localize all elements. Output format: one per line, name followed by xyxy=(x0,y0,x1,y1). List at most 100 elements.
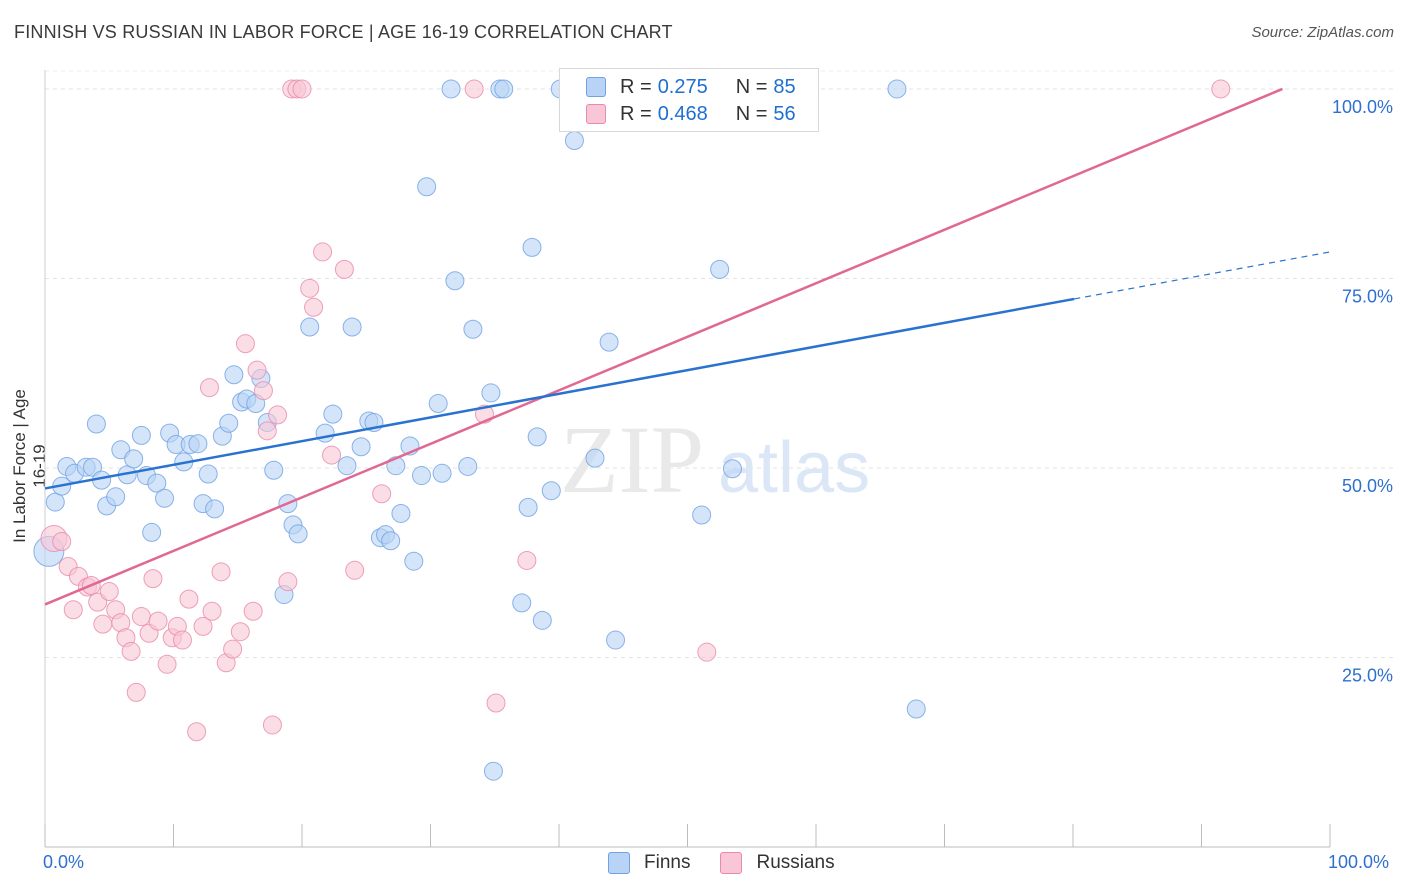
finns-point xyxy=(337,456,357,476)
finns-point xyxy=(351,437,371,457)
finns-point xyxy=(458,456,478,476)
russians-point xyxy=(257,421,277,441)
legend-item-finns[interactable]: Finns xyxy=(608,852,690,874)
finns-point xyxy=(188,434,208,454)
finns-n-label: N = xyxy=(735,75,768,98)
watermark-zip: ZIP xyxy=(560,406,704,513)
russians-point xyxy=(243,601,263,621)
source-label: Source: ZipAtlas.com xyxy=(1251,24,1394,41)
russians-point xyxy=(697,642,717,662)
finns-point xyxy=(532,610,552,630)
finns-point xyxy=(887,79,907,99)
russians-n-label: N = xyxy=(735,102,768,125)
finns-point xyxy=(86,414,106,434)
russians-point xyxy=(334,259,354,279)
finns-point xyxy=(106,487,126,507)
finns-legend-label: Finns xyxy=(644,852,691,873)
finns-point xyxy=(417,177,437,197)
russians-n-value: 56 xyxy=(773,102,796,125)
russians-point xyxy=(372,484,392,504)
russians-point xyxy=(322,445,342,465)
finns-point xyxy=(483,761,503,781)
finns-point xyxy=(710,259,730,279)
russians-legend-label: Russians xyxy=(756,852,835,873)
russians-point xyxy=(172,630,192,650)
finns-point xyxy=(147,473,167,493)
finns-trend-line xyxy=(44,297,1075,490)
russians-point xyxy=(464,79,484,99)
finns-point xyxy=(315,423,335,443)
russians-point xyxy=(193,616,213,636)
finns-trend-extension xyxy=(1074,251,1331,300)
finns-point xyxy=(481,383,501,403)
finns-point xyxy=(219,413,239,433)
russians-point xyxy=(247,360,267,380)
russians-point xyxy=(63,600,83,620)
finns-point xyxy=(404,551,424,571)
y-tick-label-75: 75.0% xyxy=(1342,286,1393,306)
y-tick-label-50: 50.0% xyxy=(1342,476,1393,496)
finns-point xyxy=(83,457,103,477)
russians-point xyxy=(179,589,199,609)
russians-point xyxy=(223,639,243,659)
russians-point xyxy=(99,582,119,602)
finns-point xyxy=(541,481,561,501)
finns-point xyxy=(142,522,162,542)
finns-point xyxy=(155,488,175,508)
finns-point xyxy=(381,531,401,551)
finns-point xyxy=(606,630,626,650)
finns-point xyxy=(445,271,465,291)
russians-point xyxy=(157,654,177,674)
russians-point xyxy=(1211,79,1231,99)
russians-point xyxy=(486,693,506,713)
finns-point xyxy=(428,394,448,414)
finns-point xyxy=(205,499,225,519)
trend-lines xyxy=(44,87,1331,606)
russians-point xyxy=(268,405,288,425)
legend-item-russians[interactable]: Russians xyxy=(720,852,835,874)
russians-point xyxy=(148,611,168,631)
russians-point xyxy=(262,715,282,735)
finns-point xyxy=(342,317,362,337)
finns-point xyxy=(131,425,151,445)
x-tick-label-min: 0.0% xyxy=(43,852,85,872)
russians-legend-swatch xyxy=(720,852,743,874)
russians-swatch xyxy=(586,104,606,124)
watermark-atlas: atlas xyxy=(718,428,870,508)
finns-point xyxy=(224,365,244,385)
russians-point xyxy=(199,378,219,398)
russians-point xyxy=(187,722,207,742)
finns-point xyxy=(391,503,411,523)
finns-point xyxy=(441,79,461,99)
finns-r-label: R = xyxy=(620,75,652,98)
axes xyxy=(44,70,1331,848)
finns-point xyxy=(323,404,343,424)
russians-point xyxy=(202,601,222,621)
finns-point xyxy=(288,524,308,544)
finns-swatch xyxy=(586,77,606,97)
russians-point xyxy=(292,79,312,99)
finns-point xyxy=(463,319,483,339)
finns-point xyxy=(522,237,542,257)
finns-point xyxy=(264,460,284,480)
russians-point xyxy=(143,569,163,589)
finns-point xyxy=(692,505,712,525)
finns-point xyxy=(45,492,65,512)
legend-row-finns: R = 0.275 N = 85 xyxy=(586,75,796,99)
russians-point xyxy=(517,550,537,570)
finns-point xyxy=(906,699,926,719)
chart-title: FINNISH VS RUSSIAN IN LABOR FORCE | AGE … xyxy=(14,22,673,42)
russians-point xyxy=(131,607,151,627)
finns-point xyxy=(300,317,320,337)
russians-point xyxy=(300,278,320,298)
finns-legend-swatch xyxy=(608,852,630,874)
y-tick-labels: 25.0% 50.0% 75.0% 100.0% xyxy=(1332,97,1393,686)
finns-point xyxy=(111,440,131,460)
finns-point xyxy=(124,449,144,469)
russians-point xyxy=(313,242,333,262)
x-tick-label-max: 100.0% xyxy=(1328,852,1390,872)
finns-point xyxy=(494,79,514,99)
y-tick-label-25: 25.0% xyxy=(1342,665,1393,685)
russians-point xyxy=(121,641,141,661)
russians-point xyxy=(304,297,324,317)
